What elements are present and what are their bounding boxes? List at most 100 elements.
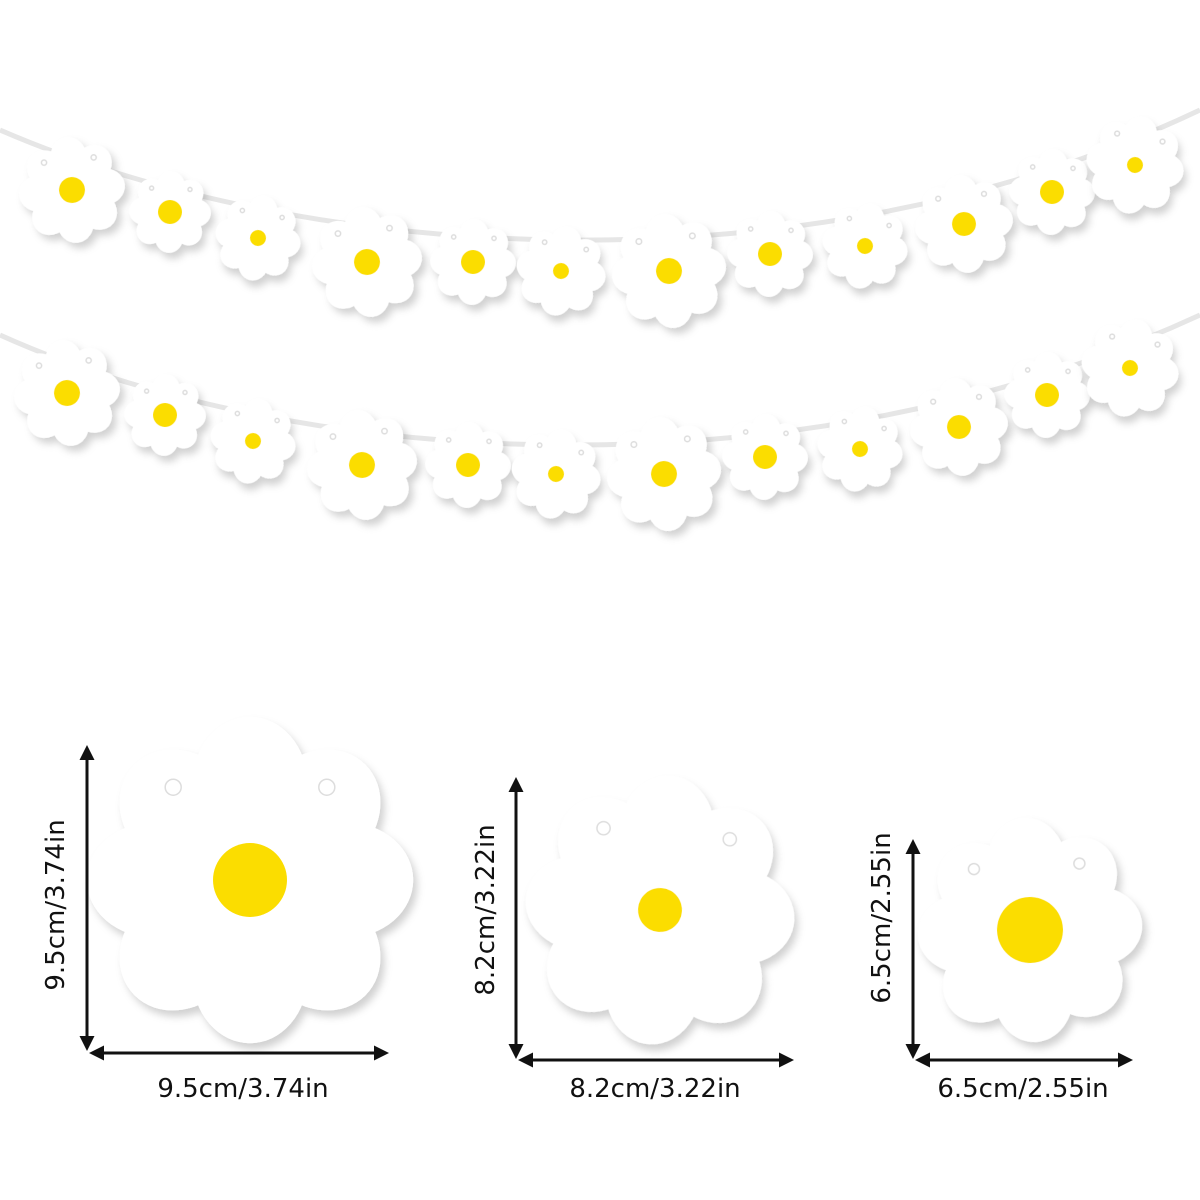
- daisy: [917, 817, 1143, 1043]
- daisy: [915, 175, 1013, 273]
- hole: [1108, 333, 1116, 340]
- hole: [541, 239, 548, 246]
- hole: [583, 246, 590, 253]
- daisy: [525, 775, 795, 1045]
- hole: [486, 438, 492, 445]
- height-label: 6.5cm/2.55in: [867, 832, 897, 1003]
- daisy: [727, 211, 813, 297]
- daisy-center: [54, 380, 80, 406]
- hole: [239, 207, 246, 214]
- daisy-center: [153, 403, 177, 427]
- daisy: [612, 214, 726, 328]
- daisy: [215, 195, 301, 281]
- daisy-center: [997, 897, 1063, 963]
- daisy-center: [947, 415, 971, 439]
- hole: [683, 435, 691, 443]
- hole: [143, 388, 150, 394]
- daisy-center: [548, 466, 564, 482]
- width-label: 9.5cm/3.74in: [157, 1074, 328, 1104]
- hole: [630, 440, 638, 449]
- hole: [164, 778, 182, 796]
- hole: [742, 429, 749, 435]
- daisy-center: [59, 177, 85, 203]
- daisy-center: [213, 843, 287, 917]
- daisy-center: [553, 263, 569, 279]
- hole: [930, 398, 937, 405]
- daisy-center: [952, 212, 976, 236]
- hole: [596, 820, 611, 836]
- hole: [788, 227, 794, 234]
- daisy: [910, 378, 1008, 476]
- daisy: [14, 340, 120, 446]
- daisy-center: [158, 200, 182, 224]
- hole: [329, 433, 337, 441]
- hole: [841, 418, 848, 425]
- daisy-center: [349, 452, 375, 478]
- daisy: [210, 398, 296, 484]
- hole: [1029, 164, 1036, 170]
- hole: [1070, 165, 1076, 172]
- daisy: [19, 137, 125, 243]
- daisy: [312, 207, 422, 317]
- daisy-center: [656, 258, 682, 284]
- hole: [722, 831, 738, 847]
- daisy: [86, 716, 414, 1044]
- width-label: 6.5cm/2.55in: [937, 1074, 1108, 1104]
- daisy-center: [852, 441, 868, 457]
- daisy: [817, 406, 903, 492]
- hole: [334, 230, 342, 238]
- hole: [491, 235, 497, 242]
- hole: [635, 237, 643, 246]
- daisy: [1009, 149, 1095, 235]
- daisy: [1004, 352, 1090, 438]
- hole: [747, 226, 754, 232]
- hole: [148, 185, 155, 191]
- daisy-center: [651, 461, 677, 487]
- daisy-center: [1035, 383, 1059, 407]
- hole: [1159, 138, 1166, 145]
- daisy: [307, 410, 417, 520]
- hole: [182, 389, 188, 396]
- width-label: 8.2cm/3.22in: [569, 1074, 740, 1104]
- hole: [318, 778, 336, 796]
- daisy-center: [1127, 157, 1143, 173]
- hole: [187, 186, 193, 193]
- daisy: [1081, 319, 1179, 417]
- hole: [445, 437, 452, 443]
- daisy-center: [857, 238, 873, 254]
- daisy-center: [753, 445, 777, 469]
- hole: [783, 430, 789, 437]
- hole: [274, 417, 280, 424]
- hole: [279, 214, 285, 221]
- daisy: [722, 414, 808, 500]
- hole: [40, 159, 48, 166]
- hole: [688, 232, 696, 240]
- daisy-center: [1040, 180, 1064, 204]
- daisy: [1086, 116, 1184, 214]
- hole: [234, 410, 241, 417]
- hole: [1073, 857, 1086, 870]
- hole: [980, 190, 988, 198]
- daisy-center: [758, 242, 782, 266]
- daisy-center: [250, 230, 266, 246]
- hole: [1024, 367, 1031, 373]
- hole: [1065, 368, 1071, 375]
- hole: [1113, 130, 1121, 137]
- hole: [35, 362, 43, 369]
- daisy: [124, 374, 206, 456]
- daisy: [425, 422, 511, 508]
- hole: [90, 154, 98, 161]
- hole: [386, 224, 393, 232]
- flowers: [14, 116, 1184, 1045]
- hole: [881, 425, 887, 432]
- hole: [536, 442, 543, 449]
- daisy: [516, 226, 606, 316]
- daisy: [607, 417, 721, 531]
- daisy-center: [638, 888, 682, 932]
- daisy-center: [1122, 360, 1138, 376]
- hole: [886, 222, 892, 229]
- daisy: [511, 429, 601, 519]
- daisy: [129, 171, 211, 253]
- daisy-center: [461, 250, 485, 274]
